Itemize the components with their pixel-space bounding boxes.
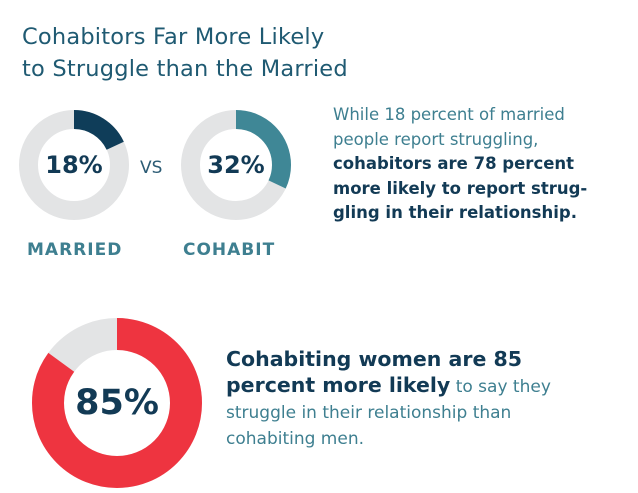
donut-women-svg bbox=[32, 318, 202, 488]
donut-married-value-label: 18% bbox=[45, 151, 103, 179]
donut-chart-married: 18% bbox=[19, 110, 129, 220]
donut-married-svg bbox=[19, 110, 129, 220]
para2-line-3: struggle in their relationship than bbox=[226, 403, 512, 423]
married-vs-cohabit-description: While 18 percent of married people repor… bbox=[333, 103, 628, 226]
para2-line-2-bold: percent more likely bbox=[226, 373, 451, 397]
para2-line-2: percent more likely to say they bbox=[226, 372, 626, 400]
donut-women-value-label: 85% bbox=[75, 383, 159, 423]
donut-value-segment bbox=[19, 110, 129, 220]
para1-line-2: people report struggling, bbox=[333, 129, 539, 149]
para1-line-5: gling in their relationship. bbox=[333, 203, 577, 222]
title-line-2: to Struggle than the Married bbox=[22, 56, 348, 83]
para1-line-3: cohabitors are 78 percent bbox=[333, 154, 575, 173]
category-label-married: MARRIED bbox=[27, 240, 123, 260]
para1-line-4: more likely to report strug- bbox=[333, 178, 588, 198]
cohabiting-women-description: Cohabiting women are 85 percent more lik… bbox=[226, 346, 626, 452]
donut-value-segment bbox=[32, 318, 202, 488]
vs-label: VS bbox=[140, 158, 163, 178]
para1-line-1: While 18 percent of married bbox=[333, 105, 565, 124]
donut-chart-cohabiting-women: 85% bbox=[32, 318, 202, 488]
category-label-cohabit: COHABIT bbox=[183, 240, 276, 260]
donut-chart-cohabit: 32% bbox=[181, 110, 291, 220]
para2-line-4: cohabiting men. bbox=[226, 429, 365, 449]
donut-cohabit-svg bbox=[181, 110, 291, 220]
title-line-1: Cohabitors Far More Likely bbox=[22, 24, 325, 51]
page-title: Cohabitors Far More Likely to Struggle t… bbox=[22, 21, 582, 85]
donut-value-segment bbox=[181, 110, 291, 220]
donut-cohabit-value-label: 32% bbox=[207, 151, 265, 179]
para2-line-1: Cohabiting women are 85 bbox=[226, 347, 523, 371]
para2-line-2-rest: to say they bbox=[450, 377, 551, 397]
